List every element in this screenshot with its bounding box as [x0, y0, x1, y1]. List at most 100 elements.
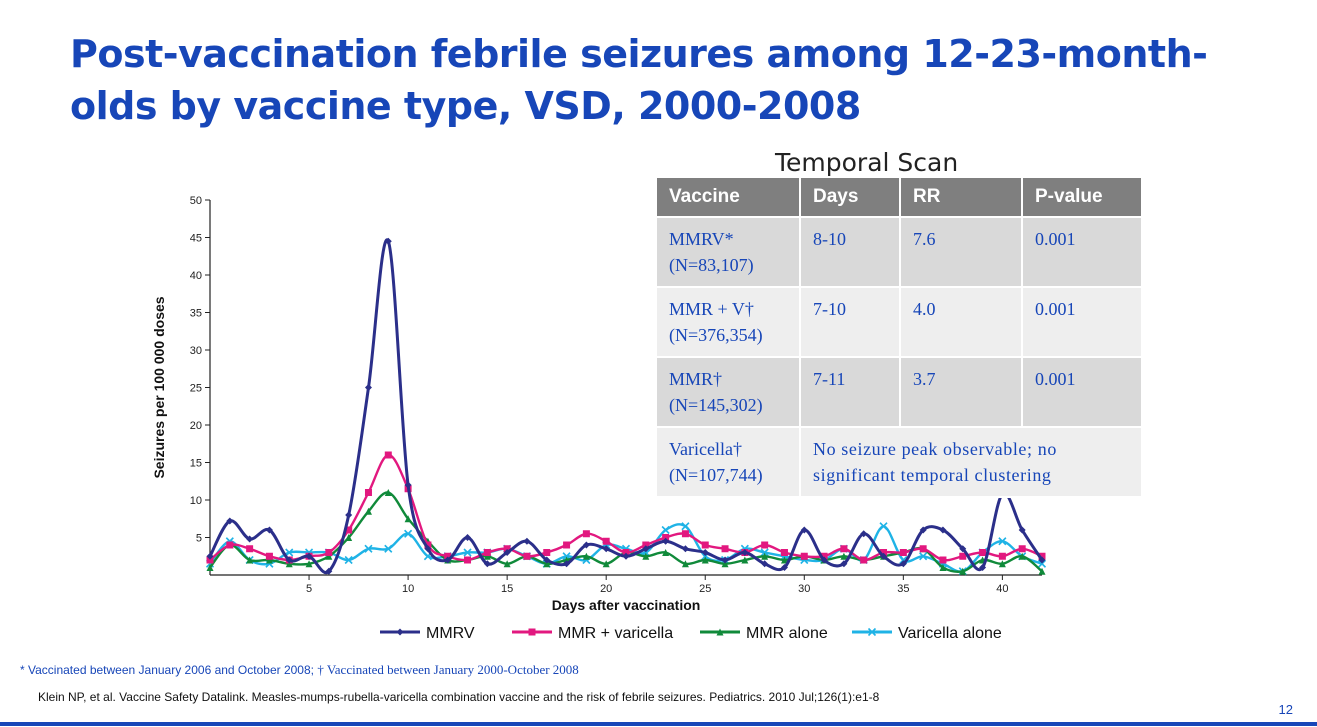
data-point — [879, 522, 888, 531]
data-point — [384, 489, 392, 496]
data-point — [246, 556, 254, 564]
data-point — [860, 530, 868, 538]
data-point — [899, 560, 907, 568]
data-point — [662, 534, 670, 541]
header-pvalue: P-value — [1021, 176, 1143, 218]
citation: Klein NP, et al. Vaccine Safety Datalink… — [38, 690, 880, 704]
data-point — [246, 535, 254, 543]
vaccine-name: MMR + V† — [669, 299, 754, 319]
x-tick-label: 5 — [306, 583, 312, 595]
x-tick-label: 20 — [600, 583, 612, 595]
data-point — [305, 560, 313, 568]
data-point — [543, 556, 551, 564]
vaccine-name: MMRV* — [669, 229, 734, 249]
data-point — [1018, 545, 1026, 553]
data-point — [464, 556, 472, 564]
cell-days: 8-10 — [799, 216, 901, 288]
series-mmr-varicella — [206, 451, 1046, 564]
data-point — [364, 544, 373, 553]
data-point — [1037, 559, 1047, 568]
table-caption: Temporal Scan — [775, 148, 959, 177]
vaccine-n: (N=107,744) — [669, 465, 763, 485]
legend-marker — [528, 628, 536, 636]
data-point — [384, 544, 393, 553]
x-tick-label: 10 — [402, 583, 414, 595]
data-point — [939, 556, 947, 564]
data-point — [444, 552, 452, 560]
x-tick-label: 30 — [798, 583, 810, 595]
vaccine-name: MMR† — [669, 369, 723, 389]
data-point — [602, 545, 610, 553]
legend-label: MMR + varicella — [558, 625, 673, 642]
y-tick-label: 5 — [196, 533, 202, 545]
header-days: Days — [799, 176, 901, 218]
data-point — [840, 560, 848, 568]
vaccine-n: (N=83,107) — [669, 255, 754, 275]
data-point — [998, 560, 1006, 568]
data-point — [622, 552, 630, 560]
cell-vaccine: MMR + V† (N=376,354) — [655, 286, 801, 358]
data-point — [1018, 526, 1026, 534]
data-point — [840, 545, 848, 553]
data-point — [246, 545, 254, 553]
data-point — [404, 529, 413, 538]
data-point — [285, 560, 293, 568]
data-point — [265, 526, 273, 534]
data-point — [602, 560, 610, 568]
data-point — [325, 567, 333, 575]
data-point — [325, 552, 333, 560]
x-tick-label: 15 — [501, 583, 513, 595]
cell-rr: 4.0 — [899, 286, 1023, 358]
temporal-scan-table: Vaccine Days RR P-value MMRV* (N=83,107) … — [655, 176, 1143, 498]
cell-pvalue: 0.001 — [1021, 216, 1143, 288]
data-point — [483, 552, 491, 560]
y-tick-label: 10 — [190, 495, 202, 507]
data-point — [523, 552, 531, 560]
data-point — [780, 549, 788, 556]
data-point — [899, 549, 907, 556]
data-point — [344, 555, 353, 565]
data-point — [444, 556, 452, 564]
data-point — [820, 552, 828, 560]
table-row: MMRV* (N=83,107) 8-10 7.6 0.001 — [655, 216, 1143, 288]
data-point — [384, 451, 392, 459]
data-point — [503, 560, 511, 568]
y-tick-label: 20 — [190, 420, 202, 432]
data-point — [681, 522, 690, 531]
cell-rr: 3.7 — [899, 356, 1023, 428]
bottom-rule — [0, 722, 1317, 726]
y-tick-label: 25 — [190, 383, 202, 395]
x-axis-label: Days after vaccination — [552, 597, 701, 613]
data-point — [880, 549, 888, 556]
data-point — [959, 545, 967, 553]
data-point — [582, 552, 590, 560]
data-point — [602, 537, 610, 545]
data-point — [325, 549, 333, 556]
data-point — [1038, 567, 1046, 575]
legend-marker — [716, 628, 724, 636]
data-point — [642, 541, 650, 549]
data-point — [582, 541, 590, 549]
vaccine-name: Varicella† — [669, 439, 742, 459]
y-tick-label: 35 — [190, 308, 202, 320]
data-point — [404, 515, 412, 523]
y-tick-label: 15 — [190, 458, 202, 470]
legend-marker — [867, 627, 877, 637]
data-point — [563, 560, 571, 568]
y-tick-label: 40 — [190, 270, 202, 282]
y-tick-label: 50 — [190, 195, 202, 207]
slide-title: Post-vaccination febrile seizures among … — [70, 32, 1208, 128]
data-point — [662, 537, 670, 545]
cell-pvalue: 0.001 — [1021, 356, 1143, 428]
data-point — [939, 564, 947, 571]
y-tick-label: 45 — [190, 233, 202, 245]
cell-vaccine: MMR† (N=145,302) — [655, 356, 801, 428]
data-point — [701, 549, 709, 556]
data-point — [681, 560, 689, 568]
data-point — [1018, 552, 1026, 560]
data-point — [345, 511, 353, 519]
y-tick-label: 30 — [190, 345, 202, 357]
data-point — [582, 530, 590, 538]
data-point — [741, 556, 749, 564]
footnote: * Vaccinated between January 2006 and Oc… — [20, 662, 579, 678]
